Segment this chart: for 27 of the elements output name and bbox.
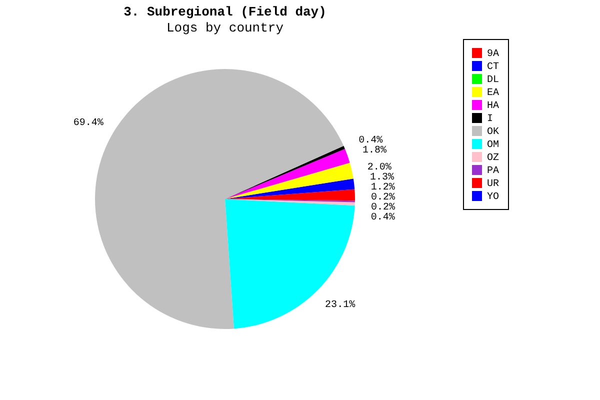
legend-label: 9A [487, 49, 500, 60]
data-label: 0.2% [370, 202, 395, 214]
legend-label: OZ [487, 153, 500, 164]
chart-subtitle: Logs by country [166, 20, 284, 36]
data-label: 0.4% [370, 212, 395, 224]
data-label: 2.0% [367, 162, 392, 174]
data-label: 1.3% [370, 172, 394, 184]
data-label: 1.2% [370, 182, 395, 194]
legend-label: OK [487, 127, 500, 138]
legend-label: YO [487, 192, 500, 203]
legend-label: UR [487, 179, 500, 190]
legend-label: DL [487, 75, 500, 86]
legend-label: HA [487, 101, 500, 112]
data-label: 1.8% [362, 145, 386, 156]
legend-label: CT [487, 62, 500, 73]
legend-label: I [487, 114, 494, 125]
pie-slice [225, 178, 355, 199]
data-label: 69.4% [73, 118, 104, 129]
legend-label: EA [487, 88, 500, 99]
data-label: 0.2% [370, 192, 396, 204]
pie-slice [225, 199, 355, 329]
legend-label: PA [487, 166, 500, 177]
data-label: 23.1% [325, 300, 356, 312]
data-label: 0.4% [358, 135, 383, 146]
pie-slice [225, 162, 354, 199]
legend-label: OM [487, 140, 500, 151]
chart-title: 3. Subregional (Field day) [124, 4, 326, 20]
